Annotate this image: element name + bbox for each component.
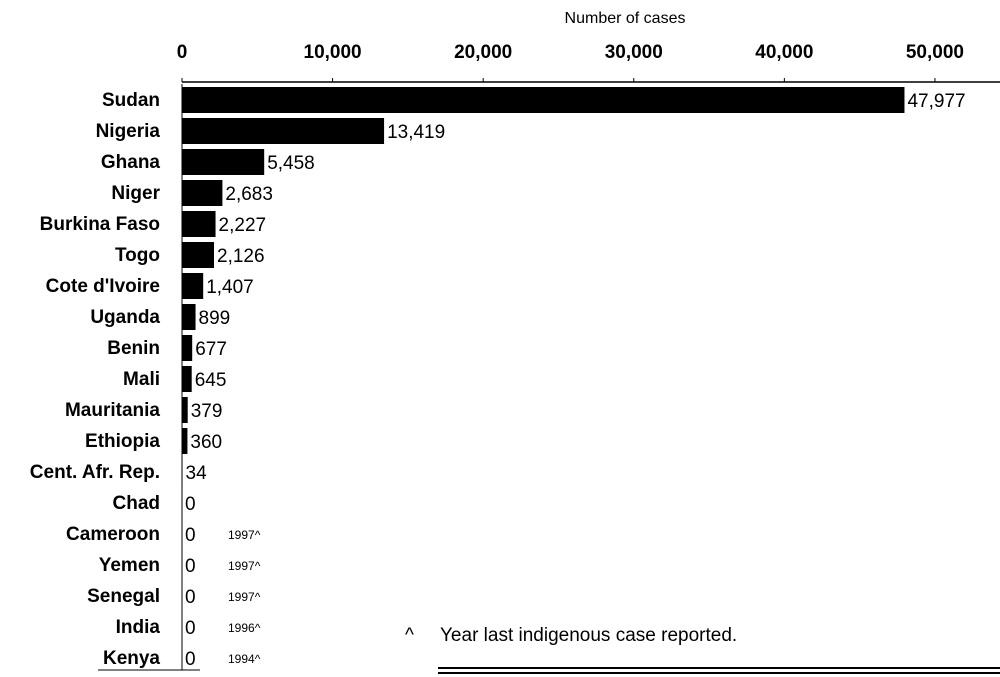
category-label: Mauritania	[65, 400, 160, 421]
value-label: 5,458	[267, 153, 315, 174]
year-annotation: 1994^	[228, 652, 261, 666]
year-annotation: 1997^	[228, 590, 261, 604]
value-label: 0	[185, 649, 196, 670]
labels: Sudan 47,977 Nigeria 13,419 Ghana 5,458 Niger 2…	[30, 90, 966, 670]
category-label: Nigeria	[96, 121, 161, 142]
category-label: Ghana	[101, 152, 161, 173]
category-label: Senegal	[87, 586, 160, 607]
bar	[182, 304, 196, 330]
value-label: 645	[195, 370, 227, 391]
value-label: 13,419	[387, 122, 445, 143]
x-tick-label: 50,000	[906, 42, 964, 63]
value-label: 0	[185, 587, 196, 608]
category-label: Burkina Faso	[40, 214, 160, 235]
category-label: Kenya	[103, 648, 160, 669]
x-tick-label: 20,000	[454, 42, 512, 63]
bar	[182, 428, 188, 454]
year-annotation: 1996^	[228, 621, 261, 635]
value-label: 379	[191, 401, 223, 422]
category-label: Ethiopia	[85, 431, 160, 452]
value-label: 2,126	[217, 246, 265, 267]
bar	[182, 180, 223, 206]
category-label: Benin	[107, 338, 160, 359]
x-axis: 0 10,000 20,000 30,000 40,000 50,000	[98, 42, 1000, 671]
value-label: 360	[190, 432, 222, 453]
bar	[182, 459, 183, 485]
bar	[182, 366, 192, 392]
value-label: 0	[185, 556, 196, 577]
value-label: 2,683	[225, 184, 273, 205]
x-tick-label: 0	[177, 42, 188, 63]
category-label: Cent. Afr. Rep.	[30, 462, 160, 483]
bar	[182, 87, 905, 113]
category-label: India	[116, 617, 161, 638]
bar	[182, 211, 216, 237]
category-label: Uganda	[90, 307, 160, 328]
value-label: 1,407	[206, 277, 254, 298]
category-label: Sudan	[102, 90, 160, 111]
footnote-marker: ^	[405, 625, 414, 646]
x-tick-label: 30,000	[605, 42, 663, 63]
footnote-text: Year last indigenous case reported.	[440, 625, 737, 646]
category-label: Yemen	[99, 555, 160, 576]
bar	[182, 273, 204, 299]
footnote-rule	[438, 667, 1000, 674]
bars	[182, 87, 905, 485]
x-tick-label: 10,000	[304, 42, 362, 63]
bar	[182, 335, 193, 361]
bar	[182, 149, 265, 175]
year-annotation: 1997^	[228, 559, 261, 573]
value-label: 0	[185, 525, 196, 546]
value-label: 0	[185, 494, 196, 515]
category-label: Cote d'Ivoire	[46, 276, 160, 297]
value-label: 677	[195, 339, 227, 360]
bar	[182, 118, 385, 144]
bar	[182, 397, 188, 423]
category-label: Chad	[113, 493, 161, 514]
category-label: Togo	[115, 245, 160, 266]
x-tick-label: 40,000	[755, 42, 813, 63]
value-label: 47,977	[907, 91, 965, 112]
value-label: 2,227	[219, 215, 267, 236]
value-label: 899	[199, 308, 231, 329]
category-label: Niger	[111, 183, 160, 204]
category-label: Mali	[123, 369, 160, 390]
category-label: Cameroon	[66, 524, 160, 545]
value-label: 0	[185, 618, 196, 639]
year-annotation: 1997^	[228, 528, 261, 542]
x-axis-title: Number of cases	[565, 10, 686, 27]
value-label: 34	[186, 463, 208, 484]
bar	[182, 242, 215, 268]
